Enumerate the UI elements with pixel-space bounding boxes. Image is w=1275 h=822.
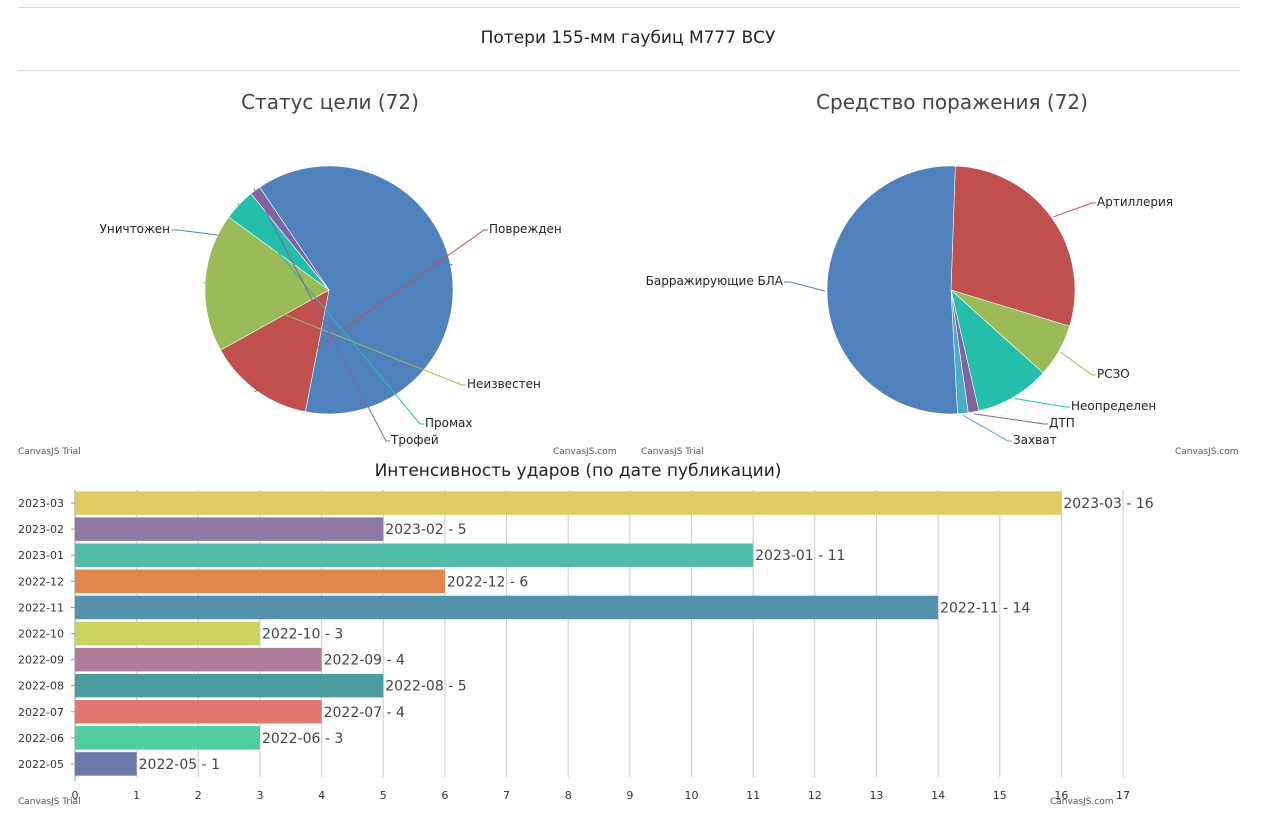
data-label-2023-01: 2023-01 - 11 xyxy=(755,548,845,564)
bar-2022-07 xyxy=(75,700,322,724)
pie1-label-5: Барражирующие БЛА xyxy=(646,274,784,288)
bar-2022-09 xyxy=(75,647,322,672)
y-tick-2022-09: 2022-09 xyxy=(18,654,64,667)
bar-2022-12 xyxy=(75,569,445,594)
y-tick-2022-12: 2022-12 xyxy=(18,575,64,588)
bar-2023-01 xyxy=(75,543,754,567)
bar-2022-10 xyxy=(75,621,260,646)
bar-credit-site: CanvasJS.com xyxy=(1050,797,1113,807)
y-tick-2023-03: 2023-03 xyxy=(18,497,64,510)
bar-2023-03 xyxy=(75,491,1062,515)
bar-2022-05 xyxy=(75,752,137,776)
pie0-leader-3 xyxy=(237,202,424,425)
pie1-slice-2 xyxy=(950,289,1044,412)
pie1-label-3: ДТП xyxy=(1049,416,1075,430)
data-label-2023-03: 2023-03 - 16 xyxy=(1063,496,1153,512)
y-tick-2022-11: 2022-11 xyxy=(18,601,64,614)
pie0-leader-2 xyxy=(203,281,466,386)
x-tick-8: 8 xyxy=(565,789,572,802)
y-tick-2022-05: 2022-05 xyxy=(18,758,64,771)
pie0-label-0: Уничтожен xyxy=(100,222,170,236)
pie1-leader-5 xyxy=(784,281,826,292)
y-tick-2022-07: 2022-07 xyxy=(18,706,64,719)
pie0-leader-1 xyxy=(254,229,488,393)
data-label-2022-09: 2022-09 - 4 xyxy=(324,653,405,669)
x-tick-17: 17 xyxy=(1116,789,1130,802)
bar-2022-11 xyxy=(75,595,939,620)
pie0-leader-4 xyxy=(253,188,390,442)
title-divider xyxy=(18,70,1240,71)
pie1-credit-site: CanvasJS.com xyxy=(1175,447,1238,457)
page-title: Потери 155-мм гаубиц М777 ВСУ xyxy=(480,28,776,48)
pie0-leader-0 xyxy=(172,229,453,266)
y-tick-2023-01: 2023-01 xyxy=(18,549,64,562)
pie1-label-4: Захват xyxy=(1013,433,1057,447)
data-label-2022-05: 2022-05 - 1 xyxy=(139,757,220,773)
x-tick-6: 6 xyxy=(441,789,448,802)
pie1-label-0: Артиллерия xyxy=(1097,195,1173,209)
x-tick-14: 14 xyxy=(931,789,945,802)
pie1-label-1: РСЗО xyxy=(1097,367,1130,381)
x-tick-12: 12 xyxy=(808,789,822,802)
pie1-credit-trial: CanvasJS Trial xyxy=(641,447,704,457)
pie1-leader-1 xyxy=(1060,351,1096,376)
y-tick-2023-02: 2023-02 xyxy=(18,523,64,536)
data-label-2022-08: 2022-08 - 5 xyxy=(385,679,466,695)
pie0-slice-0 xyxy=(259,165,454,415)
top-divider xyxy=(18,7,1240,8)
x-tick-15: 15 xyxy=(993,789,1007,802)
x-tick-5: 5 xyxy=(380,789,387,802)
pie1-label-2: Неопределен xyxy=(1071,399,1156,413)
pie-weapon-title: Средство поражения (72) xyxy=(816,90,1088,114)
x-tick-16: 16 xyxy=(1054,789,1068,802)
bar-chart-title: Интенсивность ударов (по дате публикации… xyxy=(375,461,782,481)
x-tick-11: 11 xyxy=(746,789,760,802)
bar-credit-trial: CanvasJS Trial xyxy=(18,797,81,807)
x-tick-9: 9 xyxy=(626,789,633,802)
pie0-label-2: Неизвестен xyxy=(467,377,541,391)
y-tick-2022-06: 2022-06 xyxy=(18,732,64,745)
data-label-2022-11: 2022-11 - 14 xyxy=(940,600,1030,616)
pie1-slice-5 xyxy=(826,165,958,415)
x-tick-0: 0 xyxy=(72,789,79,802)
x-tick-4: 4 xyxy=(318,789,325,802)
data-label-2022-07: 2022-07 - 4 xyxy=(324,705,405,721)
pie0-credit-trial: CanvasJS Trial xyxy=(18,447,81,457)
pie1-leader-2 xyxy=(1014,398,1070,408)
pie1-leader-0 xyxy=(1053,202,1096,218)
pie0-slice-2 xyxy=(204,216,330,351)
pie1-leader-3 xyxy=(973,413,1048,425)
x-tick-2: 2 xyxy=(195,789,202,802)
pie0-credit-site: CanvasJS.com xyxy=(553,447,616,457)
pie0-label-1: Поврежден xyxy=(489,222,562,236)
data-label-2022-10: 2022-10 - 3 xyxy=(262,627,343,643)
bar-2022-06 xyxy=(75,726,260,750)
pie0-label-4: Трофей xyxy=(390,433,439,447)
pie1-slice-0 xyxy=(950,165,1076,327)
x-tick-1: 1 xyxy=(133,789,140,802)
bar-2022-08 xyxy=(75,673,384,698)
y-tick-2022-08: 2022-08 xyxy=(18,680,64,693)
x-tick-3: 3 xyxy=(256,789,263,802)
y-tick-2022-10: 2022-10 xyxy=(18,628,64,641)
pie-status-title: Статус цели (72) xyxy=(241,90,419,114)
bar-2023-02 xyxy=(75,517,384,541)
data-label-2022-12: 2022-12 - 6 xyxy=(447,574,528,590)
x-tick-7: 7 xyxy=(503,789,510,802)
x-tick-13: 13 xyxy=(869,789,883,802)
pie1-leader-4 xyxy=(962,414,1012,442)
x-tick-10: 10 xyxy=(685,789,699,802)
pie0-slice-1 xyxy=(220,289,330,413)
pie0-label-3: Промах xyxy=(425,416,473,430)
data-label-2023-02: 2023-02 - 5 xyxy=(385,522,466,538)
data-label-2022-06: 2022-06 - 3 xyxy=(262,731,343,747)
